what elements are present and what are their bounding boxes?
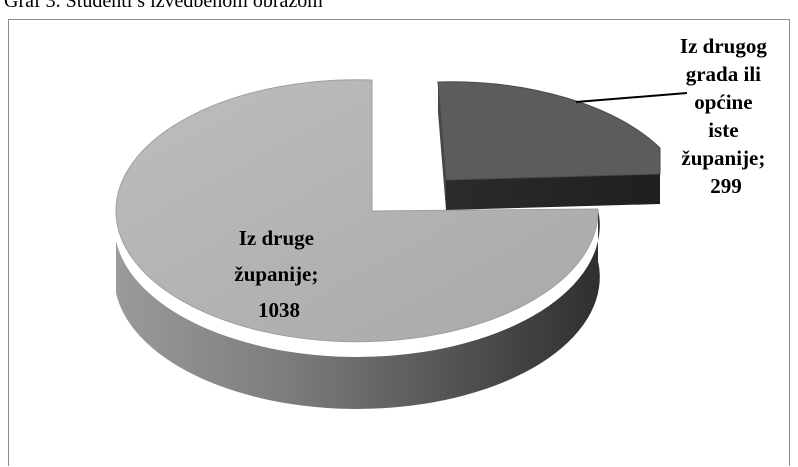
- slice-big-label-line: Iz druge: [239, 226, 314, 250]
- slice-small-label-line: županije;: [681, 146, 765, 170]
- slice-big-label: Iz druge županije; 1038: [234, 226, 323, 322]
- slice-small-label-line: iste: [708, 118, 738, 142]
- slice-small-left-side: [438, 82, 446, 210]
- slice-small-label-line: Iz drugog: [680, 34, 767, 58]
- slice-big-label-line: županije;: [234, 262, 318, 286]
- slice-small-value: 299: [710, 174, 742, 198]
- page-caption: Graf 3. Studenti s izvedbenom obrazom: [4, 0, 323, 12]
- slice-small-front-side: [446, 174, 660, 210]
- slice-small-label-line: općine: [694, 90, 752, 114]
- slice-small-label-line: grada ili: [686, 62, 761, 86]
- slice-small-top: [437, 81, 661, 181]
- slice-big-top: [115, 79, 599, 343]
- pie-chart: Iz druge županije; 1038 Iz drugog grada …: [115, 34, 772, 409]
- slice-big-value: 1038: [258, 298, 300, 322]
- slice-small-label: Iz drugog grada ili općine iste županije…: [680, 34, 772, 198]
- slice-big-side: [116, 209, 600, 409]
- leader-line: [575, 92, 688, 103]
- chart-frame: Iz druge županije; 1038 Iz drugog grada …: [8, 19, 790, 466]
- slice-big-group: [115, 79, 600, 409]
- slice-small-group: [437, 81, 661, 210]
